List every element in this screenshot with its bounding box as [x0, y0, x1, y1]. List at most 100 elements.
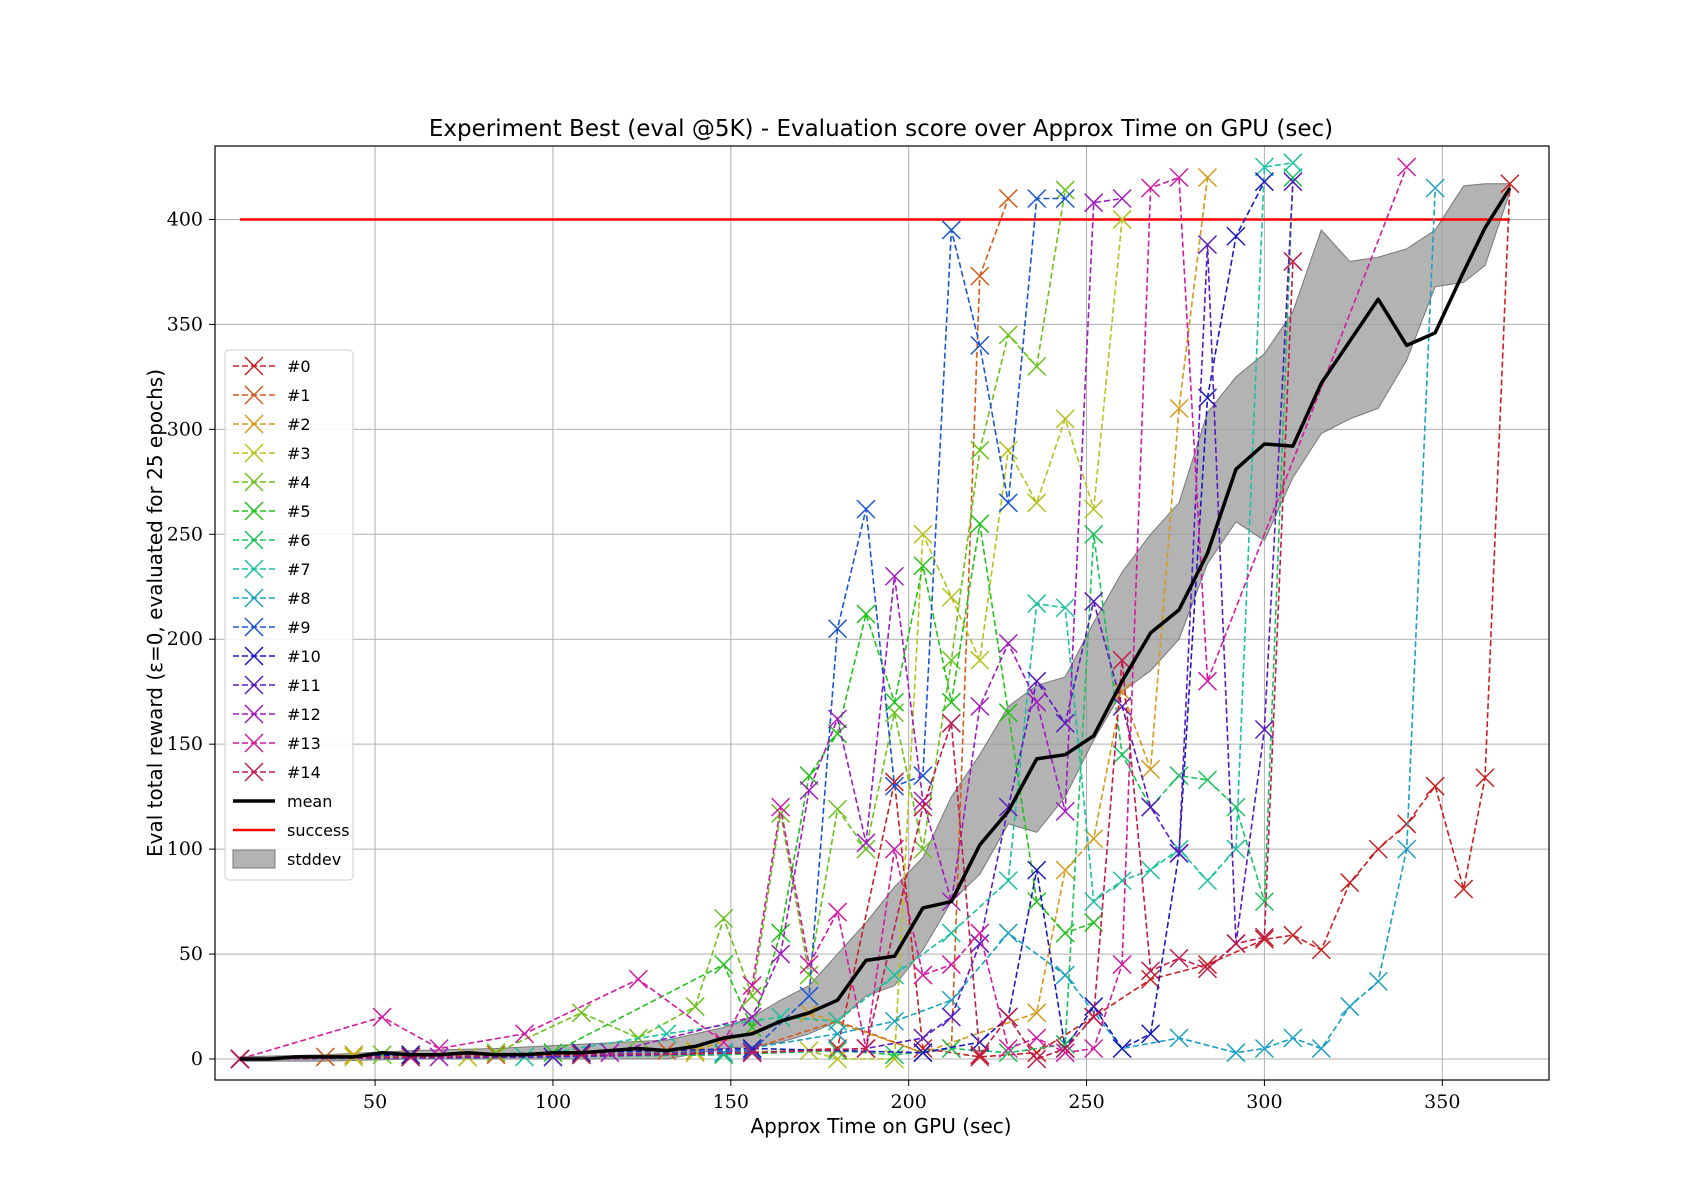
data-point — [799, 965, 819, 985]
data-point — [1084, 892, 1104, 912]
plot-area — [230, 153, 1520, 1069]
legend-label: #5 — [287, 502, 311, 521]
data-point — [714, 1043, 734, 1063]
plot-frame — [214, 145, 1550, 1081]
data-point — [1055, 188, 1075, 209]
data-point — [1197, 959, 1218, 979]
data-point — [742, 1041, 762, 1061]
data-point — [828, 1049, 848, 1069]
data-point — [828, 724, 848, 744]
y-tick-label: 350 — [167, 313, 203, 335]
data-point — [941, 587, 961, 607]
data-point — [1254, 157, 1274, 177]
data-point — [1311, 1038, 1331, 1059]
x-axis-label: Approx Time on GPU (sec) — [750, 1114, 1011, 1138]
data-point — [1027, 594, 1047, 614]
data-point — [1368, 839, 1388, 859]
data-point — [1397, 814, 1417, 834]
data-point — [1141, 860, 1161, 880]
data-point — [1027, 692, 1047, 712]
data-point — [1084, 1007, 1104, 1027]
data-point — [486, 1043, 506, 1063]
data-point — [913, 1038, 933, 1059]
series-line — [239, 187, 1436, 1060]
y-tick-label: 200 — [167, 628, 203, 650]
data-point — [828, 619, 848, 639]
data-point — [913, 1043, 933, 1063]
legend-label: #13 — [287, 734, 321, 753]
series-line — [239, 197, 1123, 1060]
data-point — [1254, 892, 1274, 912]
legend-marker — [244, 530, 264, 550]
data-point — [1027, 1043, 1047, 1063]
data-point — [372, 1007, 392, 1027]
data-point — [1454, 879, 1474, 899]
legend-stddev-patch — [232, 849, 276, 869]
data-point — [1055, 1043, 1075, 1063]
y-axis-label: Eval total reward (ε=0, evaluated for 25… — [143, 369, 167, 857]
data-point — [1283, 167, 1303, 188]
data-point — [1084, 997, 1104, 1017]
legend-marker — [244, 559, 264, 579]
data-point — [1027, 493, 1047, 513]
data-point — [828, 1038, 848, 1059]
data-point — [1397, 839, 1417, 859]
data-point — [970, 514, 990, 534]
data-point — [970, 934, 990, 954]
data-point — [884, 965, 904, 985]
data-point — [1340, 997, 1360, 1017]
data-point — [685, 997, 705, 1017]
data-point — [856, 499, 876, 519]
data-point — [913, 556, 933, 576]
legend-marker — [244, 414, 264, 434]
series-14 — [230, 251, 1303, 1069]
data-point — [1283, 1028, 1303, 1048]
data-point — [1254, 927, 1274, 947]
data-point — [1254, 719, 1274, 740]
data-point — [941, 1038, 961, 1059]
data-point — [1169, 948, 1189, 968]
data-point — [941, 923, 961, 943]
data-point — [372, 1045, 392, 1065]
data-point — [884, 772, 904, 792]
y-tick-label: 300 — [167, 418, 203, 440]
data-point — [998, 1043, 1018, 1063]
data-point — [884, 703, 904, 723]
data-point — [771, 944, 791, 964]
data-point — [1027, 1003, 1047, 1023]
data-point — [1112, 1038, 1132, 1059]
data-point — [998, 923, 1018, 943]
data-point — [1141, 797, 1161, 817]
data-point — [1112, 188, 1132, 209]
data-point — [998, 440, 1018, 460]
data-point — [998, 1038, 1018, 1059]
legend-marker — [244, 501, 264, 521]
data-point — [970, 696, 990, 716]
data-point — [913, 524, 933, 544]
data-point — [970, 650, 990, 670]
data-point — [856, 604, 876, 624]
legend-label: #14 — [287, 763, 321, 782]
series-2 — [230, 167, 1218, 1069]
data-point — [1169, 1028, 1189, 1048]
x-tick-label: 350 — [1424, 1091, 1460, 1113]
chart-title: Experiment Best (eval @5K) - Evaluation … — [429, 116, 1333, 142]
x-tick-label: 100 — [535, 1091, 571, 1113]
data-point — [1500, 174, 1520, 194]
legend-marker — [244, 733, 264, 753]
data-point — [1084, 524, 1104, 544]
data-point — [828, 1024, 848, 1044]
data-point — [884, 839, 904, 859]
data-point — [1141, 1024, 1161, 1044]
data-point — [941, 713, 961, 733]
data-point — [941, 1007, 961, 1027]
series-line — [239, 177, 1209, 1060]
data-point — [884, 692, 904, 712]
data-point — [913, 965, 933, 985]
data-point — [1027, 1049, 1047, 1069]
data-point — [913, 1028, 933, 1048]
data-point — [828, 709, 848, 729]
data-point — [970, 923, 990, 943]
series-13 — [230, 157, 1417, 1069]
data-point — [1141, 178, 1161, 198]
